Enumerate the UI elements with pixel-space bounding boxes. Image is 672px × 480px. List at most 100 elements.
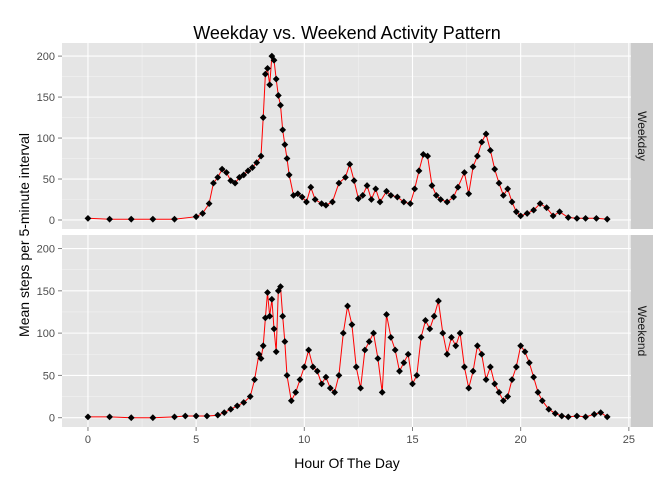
data-point (417, 333, 425, 341)
data-point (279, 312, 287, 320)
x-axis: 0 5 10 15 20 25 (85, 427, 635, 446)
data-point (406, 200, 414, 207)
data-point (199, 210, 207, 217)
data-point (359, 192, 367, 199)
data-point (461, 363, 468, 371)
data-point (456, 329, 464, 337)
data-point (261, 70, 269, 78)
data-point (257, 152, 265, 160)
data-point (603, 413, 611, 421)
y-axis-title: Mean steps per 5-minute interval (16, 133, 32, 337)
data-point (426, 325, 434, 333)
data-point (357, 384, 364, 392)
data-point (227, 405, 235, 413)
x-tick-label: 15 (406, 434, 418, 446)
data-point (597, 409, 605, 417)
x-tick-label: 5 (193, 434, 199, 446)
data-point (348, 321, 356, 329)
data-point (491, 165, 499, 173)
data-point (307, 183, 315, 191)
data-point (268, 295, 276, 303)
data-point (473, 342, 481, 350)
data-point (272, 75, 280, 83)
data-point (415, 167, 423, 175)
data-point (411, 185, 419, 193)
data-point (543, 204, 551, 212)
data-point (465, 190, 473, 198)
data-point (322, 201, 330, 209)
data-point (517, 212, 525, 220)
data-point (192, 412, 200, 420)
data-point (181, 412, 189, 420)
x-tick-label: 10 (298, 434, 310, 446)
data-point (264, 65, 271, 72)
data-point (551, 410, 559, 417)
data-point (233, 402, 241, 410)
data-point (106, 413, 113, 421)
data-point (603, 215, 611, 223)
data-point (171, 215, 178, 223)
data-point (564, 413, 572, 421)
data-point (387, 333, 395, 341)
data-point (461, 169, 468, 176)
y-axis: 0 50 100 150 200 0 50 100 150 200 (37, 51, 62, 425)
data-point (223, 169, 230, 176)
data-point (268, 52, 276, 60)
data-point (354, 195, 362, 203)
data-point (372, 185, 380, 193)
data-point (339, 329, 347, 337)
data-point (525, 359, 533, 367)
data-point (495, 179, 503, 187)
data-point (508, 198, 516, 206)
data-point (400, 359, 408, 367)
data-point (592, 214, 600, 222)
data-point (556, 208, 564, 216)
data-point (335, 179, 343, 187)
data-point (530, 206, 538, 214)
data-point (367, 196, 375, 203)
data-point (549, 212, 557, 220)
data-point (244, 167, 252, 175)
data-point (452, 342, 460, 350)
data-point (344, 302, 351, 310)
data-point (149, 215, 157, 223)
data-point (313, 367, 321, 375)
data-point (365, 338, 373, 345)
data-point (264, 289, 271, 296)
data-point (512, 363, 520, 371)
data-point (220, 409, 228, 417)
y-tick-label: 200 (37, 244, 55, 256)
data-point (538, 397, 546, 405)
data-point (335, 372, 343, 379)
data-point (342, 173, 349, 181)
data-point (534, 388, 542, 396)
data-point (473, 152, 481, 160)
data-point (231, 179, 239, 187)
data-point (582, 413, 589, 421)
data-point (248, 164, 256, 171)
strip-weekend-background (631, 235, 653, 427)
data-point (400, 198, 408, 206)
data-point (259, 342, 267, 350)
data-point (240, 399, 248, 406)
data-point (127, 414, 135, 422)
data-point (346, 160, 354, 168)
data-point (409, 380, 416, 388)
data-point (251, 376, 258, 384)
data-point (352, 363, 360, 371)
y-tick-label: 100 (37, 328, 55, 340)
data-point (279, 126, 287, 134)
data-point (363, 182, 371, 189)
y-tick-label: 0 (49, 413, 55, 425)
x-axis-title: Hour Of The Day (294, 455, 400, 471)
panel-background (62, 43, 631, 229)
data-point (424, 152, 432, 160)
data-point (374, 355, 382, 362)
panel-weekend (62, 235, 631, 427)
data-point (443, 350, 451, 358)
data-point (430, 312, 438, 320)
data-point (106, 215, 113, 223)
data-point (454, 183, 462, 191)
data-point (523, 210, 531, 217)
